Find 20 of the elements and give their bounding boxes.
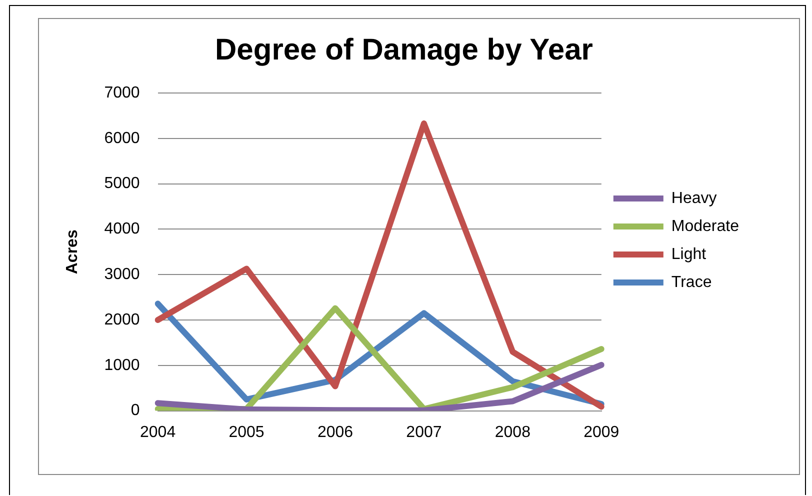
y-tick-label: 5000 — [104, 175, 140, 192]
y-tick-label: 2000 — [104, 311, 140, 328]
x-tick-label: 2008 — [494, 424, 531, 441]
legend-label: Light — [671, 246, 707, 263]
y-axis-title: Acres — [64, 230, 82, 274]
chart-title: Degree of Damage by Year — [215, 33, 594, 66]
legend-label: Trace — [671, 274, 712, 291]
y-tick-label: 0 — [130, 402, 140, 420]
legend-label: Heavy — [671, 190, 717, 207]
x-tick-label: 2007 — [406, 424, 442, 441]
x-tick-label: 2006 — [317, 424, 354, 441]
y-tick-label: 4000 — [104, 220, 140, 238]
x-tick-label: 2004 — [140, 424, 176, 441]
legend-label: Moderate — [671, 218, 740, 235]
y-tick-label: 3000 — [104, 266, 140, 284]
x-tick-label: 2005 — [228, 424, 264, 441]
y-tick-label: 7000 — [104, 84, 140, 102]
y-tick-label: 1000 — [104, 356, 140, 374]
y-tick-label: 6000 — [104, 130, 140, 147]
x-tick-label: 2009 — [584, 424, 620, 441]
